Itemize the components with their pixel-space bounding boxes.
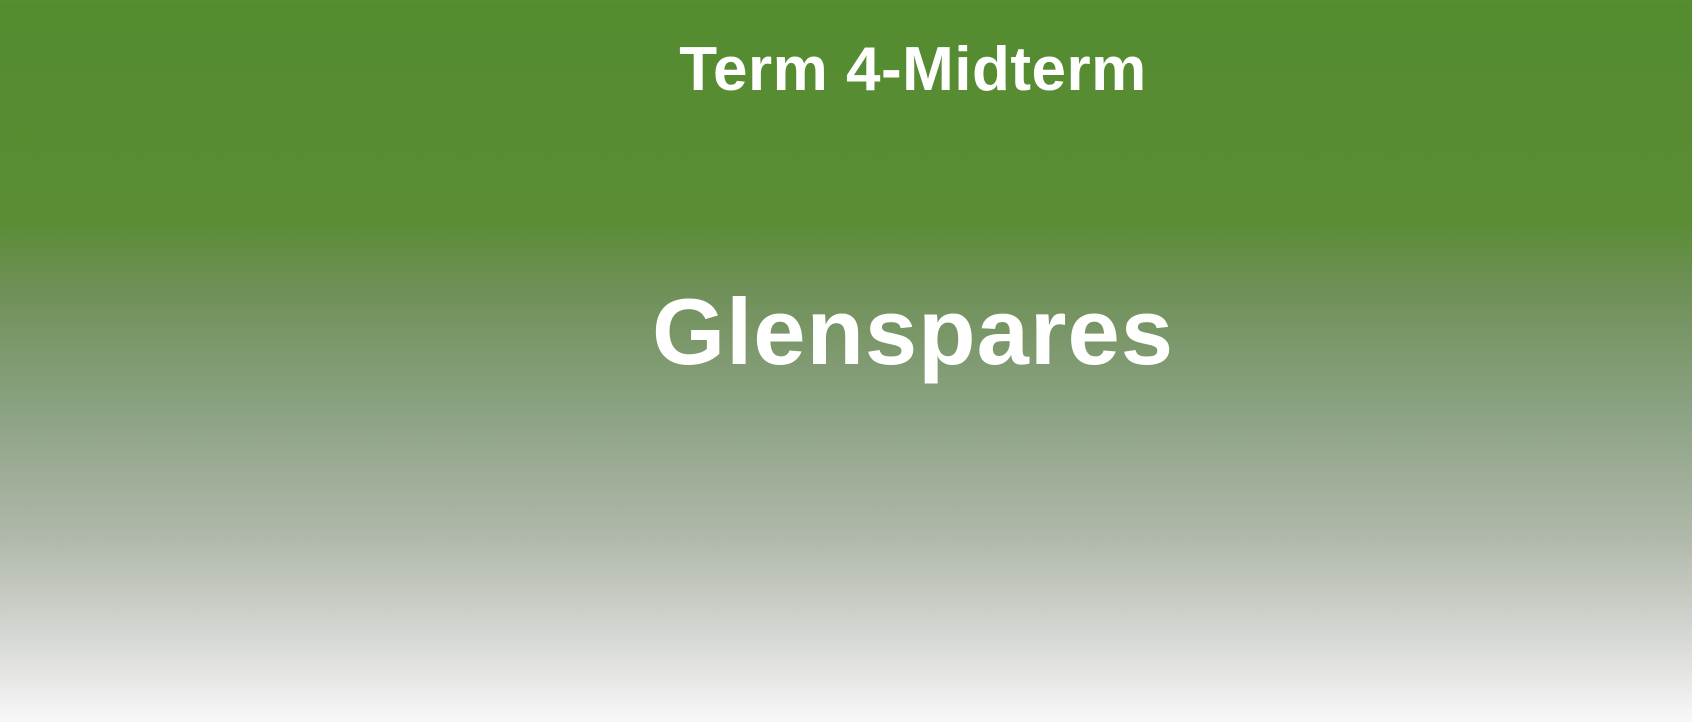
term-title: Term 4-Midterm xyxy=(679,35,1147,104)
brand-name: Glenspares xyxy=(651,279,1175,384)
